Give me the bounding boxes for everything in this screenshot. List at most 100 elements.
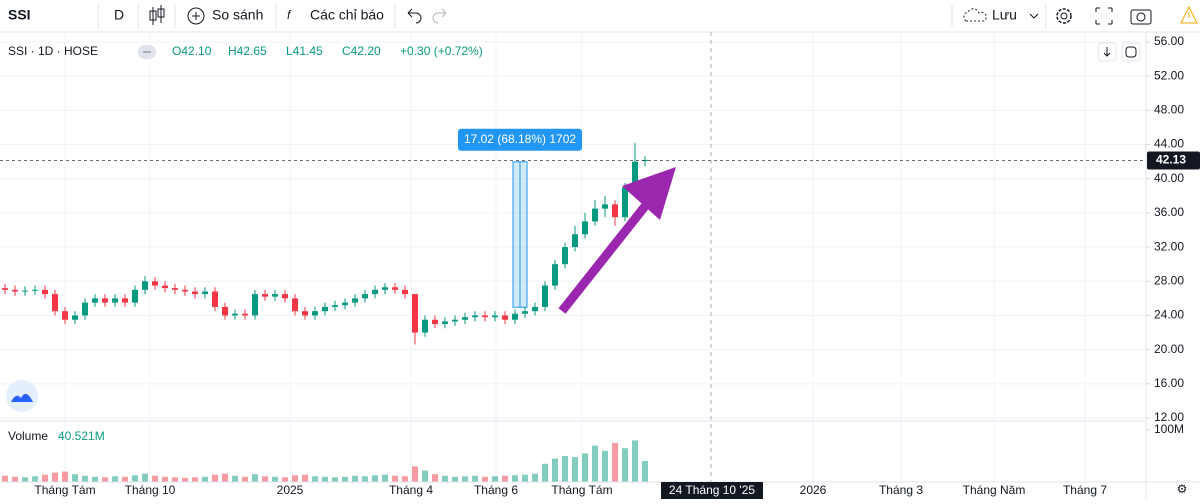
legend: SSI · 1D · HOSE [8,42,1141,62]
candle-body [362,294,368,299]
candle-body [552,264,558,286]
screenshot[interactable] [1130,9,1152,25]
volume-bar [112,476,118,482]
candle-body [142,281,148,290]
candle-body [372,289,378,295]
volume-bar [42,474,48,482]
volume-bar [412,466,418,482]
volume-bar [482,476,488,482]
volume-bar [642,460,648,482]
volume-bar [32,476,38,482]
candle-body [462,317,468,320]
volume-name: Volume [8,429,48,443]
volume-bar [262,476,268,482]
candle-body [422,319,428,333]
x-tick-label: 2025 [277,483,304,497]
x-tick-label: Tháng Tám [34,483,95,497]
volume-bar [522,474,528,482]
candle-icon[interactable] [149,5,165,25]
candle-body [582,221,588,235]
candle-body [82,302,88,316]
legend-title: SSI · 1D · HOSE [8,44,98,58]
logo[interactable] [6,380,38,412]
volume-bar [292,475,298,482]
settings[interactable] [1056,8,1072,24]
volume-bar [392,475,398,482]
candle-body [2,288,8,290]
undo[interactable] [407,8,422,24]
candle-body [32,289,38,291]
volume-bar [162,476,168,482]
volume-bar [332,477,338,482]
legend-value: L41.45 [286,44,323,58]
y-tick-label: 20.00 [1154,342,1184,356]
volume-bar [72,474,78,482]
indicators[interactable]: Các chỉ báo [310,7,384,23]
save-menu[interactable] [1029,13,1039,19]
candle-body [202,291,208,295]
volume-bar [422,470,428,482]
candle-body [212,291,218,307]
volume-tick-label: 100M [1154,422,1184,436]
interval[interactable]: D [114,7,124,23]
volume-last: 40.521M [58,429,105,443]
symbol[interactable]: SSI [8,7,31,23]
time-settings[interactable]: ⚙ [1177,482,1188,496]
y-tick-label: 44.00 [1154,137,1184,151]
x-tick-label: Tháng Tám [551,483,612,497]
redo[interactable] [432,8,447,24]
volume-bar [232,475,238,482]
volume-bar [172,477,178,482]
candle-body [222,306,228,316]
volume-bar [52,472,58,482]
volume-bar [192,477,198,482]
candle-body [402,289,408,295]
candle-body [302,311,308,316]
candle-body [542,285,548,307]
x-tick-label: Tháng 3 [879,483,923,497]
volume-bar [632,440,638,482]
volume-bar [222,473,228,482]
legend-down[interactable] [1097,42,1117,62]
compare-icon[interactable] [187,7,205,25]
candle-body [292,298,298,312]
candle-body [592,208,598,222]
fx-icon[interactable]: f [287,8,292,22]
candle-body [352,298,358,303]
volume-bar [12,476,18,482]
volume-bar [402,476,408,482]
candle-body [22,290,28,292]
candle-body [312,311,318,316]
volume-bar [22,477,28,482]
candle-body [392,287,398,290]
measure-label-bg [458,128,582,151]
volume-bar [82,475,88,482]
candle-body [572,234,578,248]
volume-bar [322,476,328,482]
volume-bar [602,450,608,482]
volume-bar [622,448,628,482]
candle-body [62,311,68,320]
candle-body [112,298,118,303]
y-tick-label: 24.00 [1154,308,1184,322]
volume-bar [212,474,218,482]
volume-bar [572,457,578,482]
save[interactable]: Lưu [992,7,1017,23]
fullscreen[interactable] [1095,7,1113,25]
volume-bar [472,475,478,482]
legend-value: C42.20 [342,44,381,58]
candle-body [272,294,278,297]
candle-body [192,291,198,295]
candle-body [132,289,138,303]
compare[interactable]: So sánh [212,7,263,23]
x-tick-label: Tháng 4 [389,483,433,497]
x-tick-label: Tháng 7 [1063,483,1107,497]
volume-bar [2,475,8,482]
cloud-icon[interactable] [963,8,987,22]
candle-body [632,161,638,188]
warning[interactable] [1180,5,1198,24]
candle-body [92,298,98,303]
candle-body [102,298,108,303]
legend-reset[interactable] [1121,42,1141,62]
